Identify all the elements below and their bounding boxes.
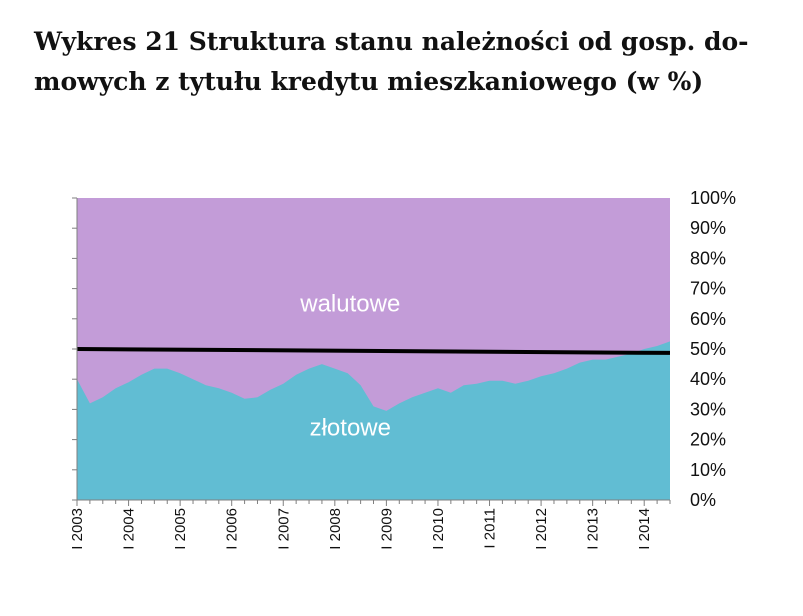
y-tick-label: 90% [690, 218, 726, 238]
x-axis-tick-labels: I 2003 I 2004 I 2005 I 2006 I 2007 I 2008 I 20… [69, 508, 653, 550]
y-tick-label: 40% [690, 369, 726, 389]
x-tick-label: I 2003 [69, 508, 86, 550]
y-tick-label: 30% [690, 399, 726, 419]
x-tick-label: I 2008 [327, 508, 344, 550]
x-tick-label: I 2014 [636, 508, 653, 550]
x-tick-label: I 2005 [172, 508, 189, 550]
y-tick-label: 70% [690, 279, 726, 299]
x-tick-label: I 2006 [224, 508, 241, 550]
y-tick-label: 50% [690, 339, 726, 359]
area-label-zlotowe: złotowe [310, 415, 391, 442]
x-tick-label: I 2013 [585, 508, 602, 550]
y-tick-label: 0% [690, 490, 716, 510]
x-tick-label: I 2004 [121, 508, 138, 550]
area-label-walutowe: walutowe [299, 291, 400, 318]
x-tick-label: I 2012 [533, 508, 550, 550]
x-tick-label: I 2011 [482, 508, 499, 549]
trend-line [76, 347, 671, 355]
chart-title-line-1: Wykres 21 Struktura stanu należności od … [34, 27, 749, 56]
chart-title-line-2: mowych z tytułu kredytu mieszkaniowego (… [34, 67, 704, 96]
y-tick-label: 60% [690, 309, 726, 329]
zlotowe-area [77, 341, 670, 500]
y-tick-label: 100% [690, 188, 736, 208]
x-axis-ticks [76, 500, 671, 506]
x-tick-label: I 2010 [430, 508, 447, 550]
chart-title: Wykres 21 Struktura stanu należności od … [34, 22, 774, 102]
y-tick-label: 20% [690, 430, 726, 450]
right-axis-tick-labels: 0% 10% 20% 30% 40% 50% 60% 70% 80% 90% 100% [690, 188, 736, 510]
x-tick-label: I 2007 [275, 508, 292, 550]
y-tick-label: 80% [690, 248, 726, 268]
x-tick-label: I 2009 [378, 508, 395, 550]
y-tick-label: 10% [690, 460, 726, 480]
left-axis-ticks [72, 197, 77, 501]
